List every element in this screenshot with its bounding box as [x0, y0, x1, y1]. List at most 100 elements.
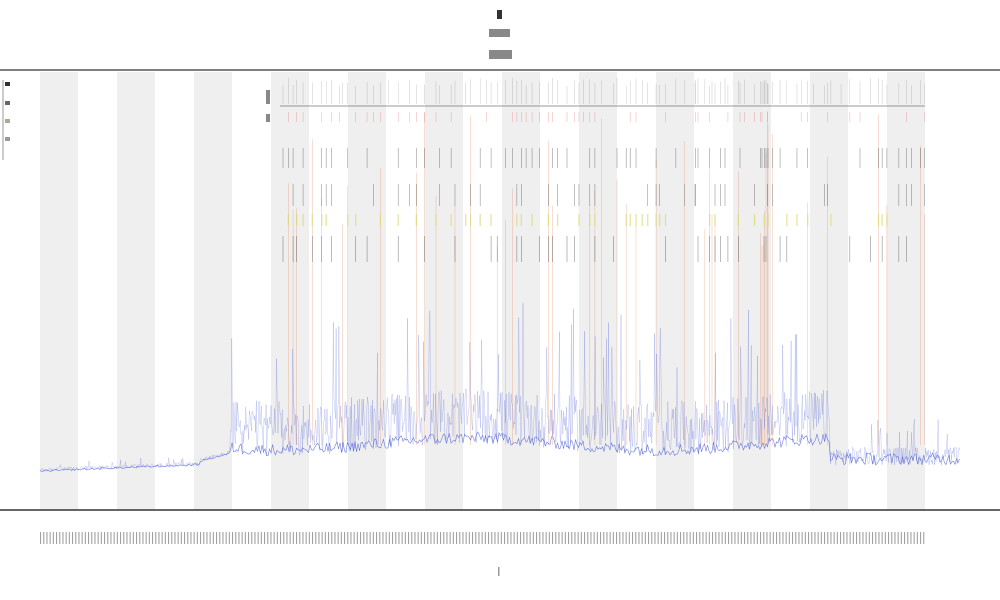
x-tick-label — [555, 532, 557, 544]
x-tick-label — [94, 532, 96, 544]
x-tick-label — [52, 532, 54, 544]
x-tick-label — [708, 532, 710, 544]
x-tick-label — [785, 532, 787, 544]
x-tick-label — [692, 532, 694, 544]
x-tick-label — [136, 532, 138, 544]
x-tick-label — [440, 532, 442, 544]
x-tick-label — [152, 532, 154, 544]
x-tick-label — [868, 532, 870, 544]
x-tick-label — [542, 532, 544, 544]
x-tick-label — [536, 532, 538, 544]
highlight-marker — [641, 214, 643, 226]
x-tick-label — [888, 532, 890, 544]
x-tick-label — [155, 532, 157, 544]
x-tick-label — [769, 532, 771, 544]
x-tick-label — [881, 532, 883, 544]
x-tick-label — [763, 532, 765, 544]
x-tick-label — [302, 532, 304, 544]
x-tick-label — [907, 532, 909, 544]
x-tick-label — [427, 532, 429, 544]
x-tick-label — [776, 532, 778, 544]
x-tick-label — [660, 532, 662, 544]
x-tick-label — [81, 532, 83, 544]
x-tick-label — [356, 532, 358, 544]
highlight-marker — [594, 214, 596, 226]
highlight-marker — [287, 214, 289, 226]
x-tick-label — [446, 532, 448, 544]
x-tick-label — [808, 532, 810, 544]
x-tick-label — [241, 532, 243, 544]
x-tick-label — [91, 532, 93, 544]
x-tick-label — [414, 532, 416, 544]
side-label-mark — [266, 90, 270, 104]
x-tick-label — [568, 532, 570, 544]
legend-swatch — [5, 101, 10, 105]
x-tick-label — [497, 532, 499, 544]
x-tick-label — [737, 532, 739, 544]
x-tick-label — [731, 532, 733, 544]
x-tick-label — [721, 532, 723, 544]
x-tick-label — [760, 532, 762, 544]
band — [117, 72, 155, 510]
highlight-marker — [578, 214, 580, 226]
x-tick-label — [398, 532, 400, 544]
x-tick-label — [504, 532, 506, 544]
legend-swatch — [5, 119, 10, 123]
x-tick-label — [235, 532, 237, 544]
x-tick-label — [88, 532, 90, 544]
x-tick-label — [625, 532, 627, 544]
x-tick-label — [276, 532, 278, 544]
highlight-marker — [635, 214, 637, 226]
band — [733, 72, 771, 510]
x-tick-label — [104, 532, 106, 544]
x-tick-label — [468, 532, 470, 544]
highlight-marker — [450, 214, 452, 226]
x-tick-label — [443, 532, 445, 544]
x-tick-label — [804, 532, 806, 544]
x-tick-label — [110, 532, 112, 544]
x-tick-label — [667, 532, 669, 544]
x-tick-label — [168, 532, 170, 544]
x-tick-label — [270, 532, 272, 544]
x-tick-label — [177, 532, 179, 544]
x-tick-label — [913, 532, 915, 544]
x-tick-label — [884, 532, 886, 544]
x-tick-label — [267, 532, 269, 544]
x-tick-labels — [40, 532, 925, 576]
x-tick-label — [824, 532, 826, 544]
highlight-marker — [531, 214, 533, 226]
x-tick-label — [580, 532, 582, 544]
x-tick-label — [782, 532, 784, 544]
highlight-marker — [321, 214, 323, 226]
signal-baseline — [39, 431, 960, 472]
highlight-marker — [625, 214, 627, 226]
x-tick-label — [363, 532, 365, 544]
highlight-marker — [786, 214, 788, 226]
highlight-marker — [659, 214, 661, 226]
highlight-marker — [767, 214, 769, 226]
legend-swatch — [5, 82, 10, 86]
x-tick-label — [232, 532, 234, 544]
x-tick-label — [379, 532, 381, 544]
x-tick-label — [148, 532, 150, 544]
x-tick-label — [324, 532, 326, 544]
x-tick-label — [283, 532, 285, 544]
x-tick-label — [846, 532, 848, 544]
highlight-marker — [737, 214, 739, 226]
x-tick-label — [750, 532, 752, 544]
x-tick-label — [360, 532, 362, 544]
x-tick-label — [747, 532, 749, 544]
highlight-marker — [379, 214, 381, 226]
highlight-marker — [490, 214, 492, 226]
x-axis-label-mark — [498, 567, 500, 576]
x-tick-label — [705, 532, 707, 544]
highlight-marker — [415, 214, 417, 226]
shaded-bands — [40, 72, 925, 510]
x-tick-label — [878, 532, 880, 544]
x-tick-label — [900, 532, 902, 544]
x-tick-label — [171, 532, 173, 544]
x-tick-label — [779, 532, 781, 544]
highlight-marker — [709, 214, 711, 226]
x-tick-label — [584, 532, 586, 544]
